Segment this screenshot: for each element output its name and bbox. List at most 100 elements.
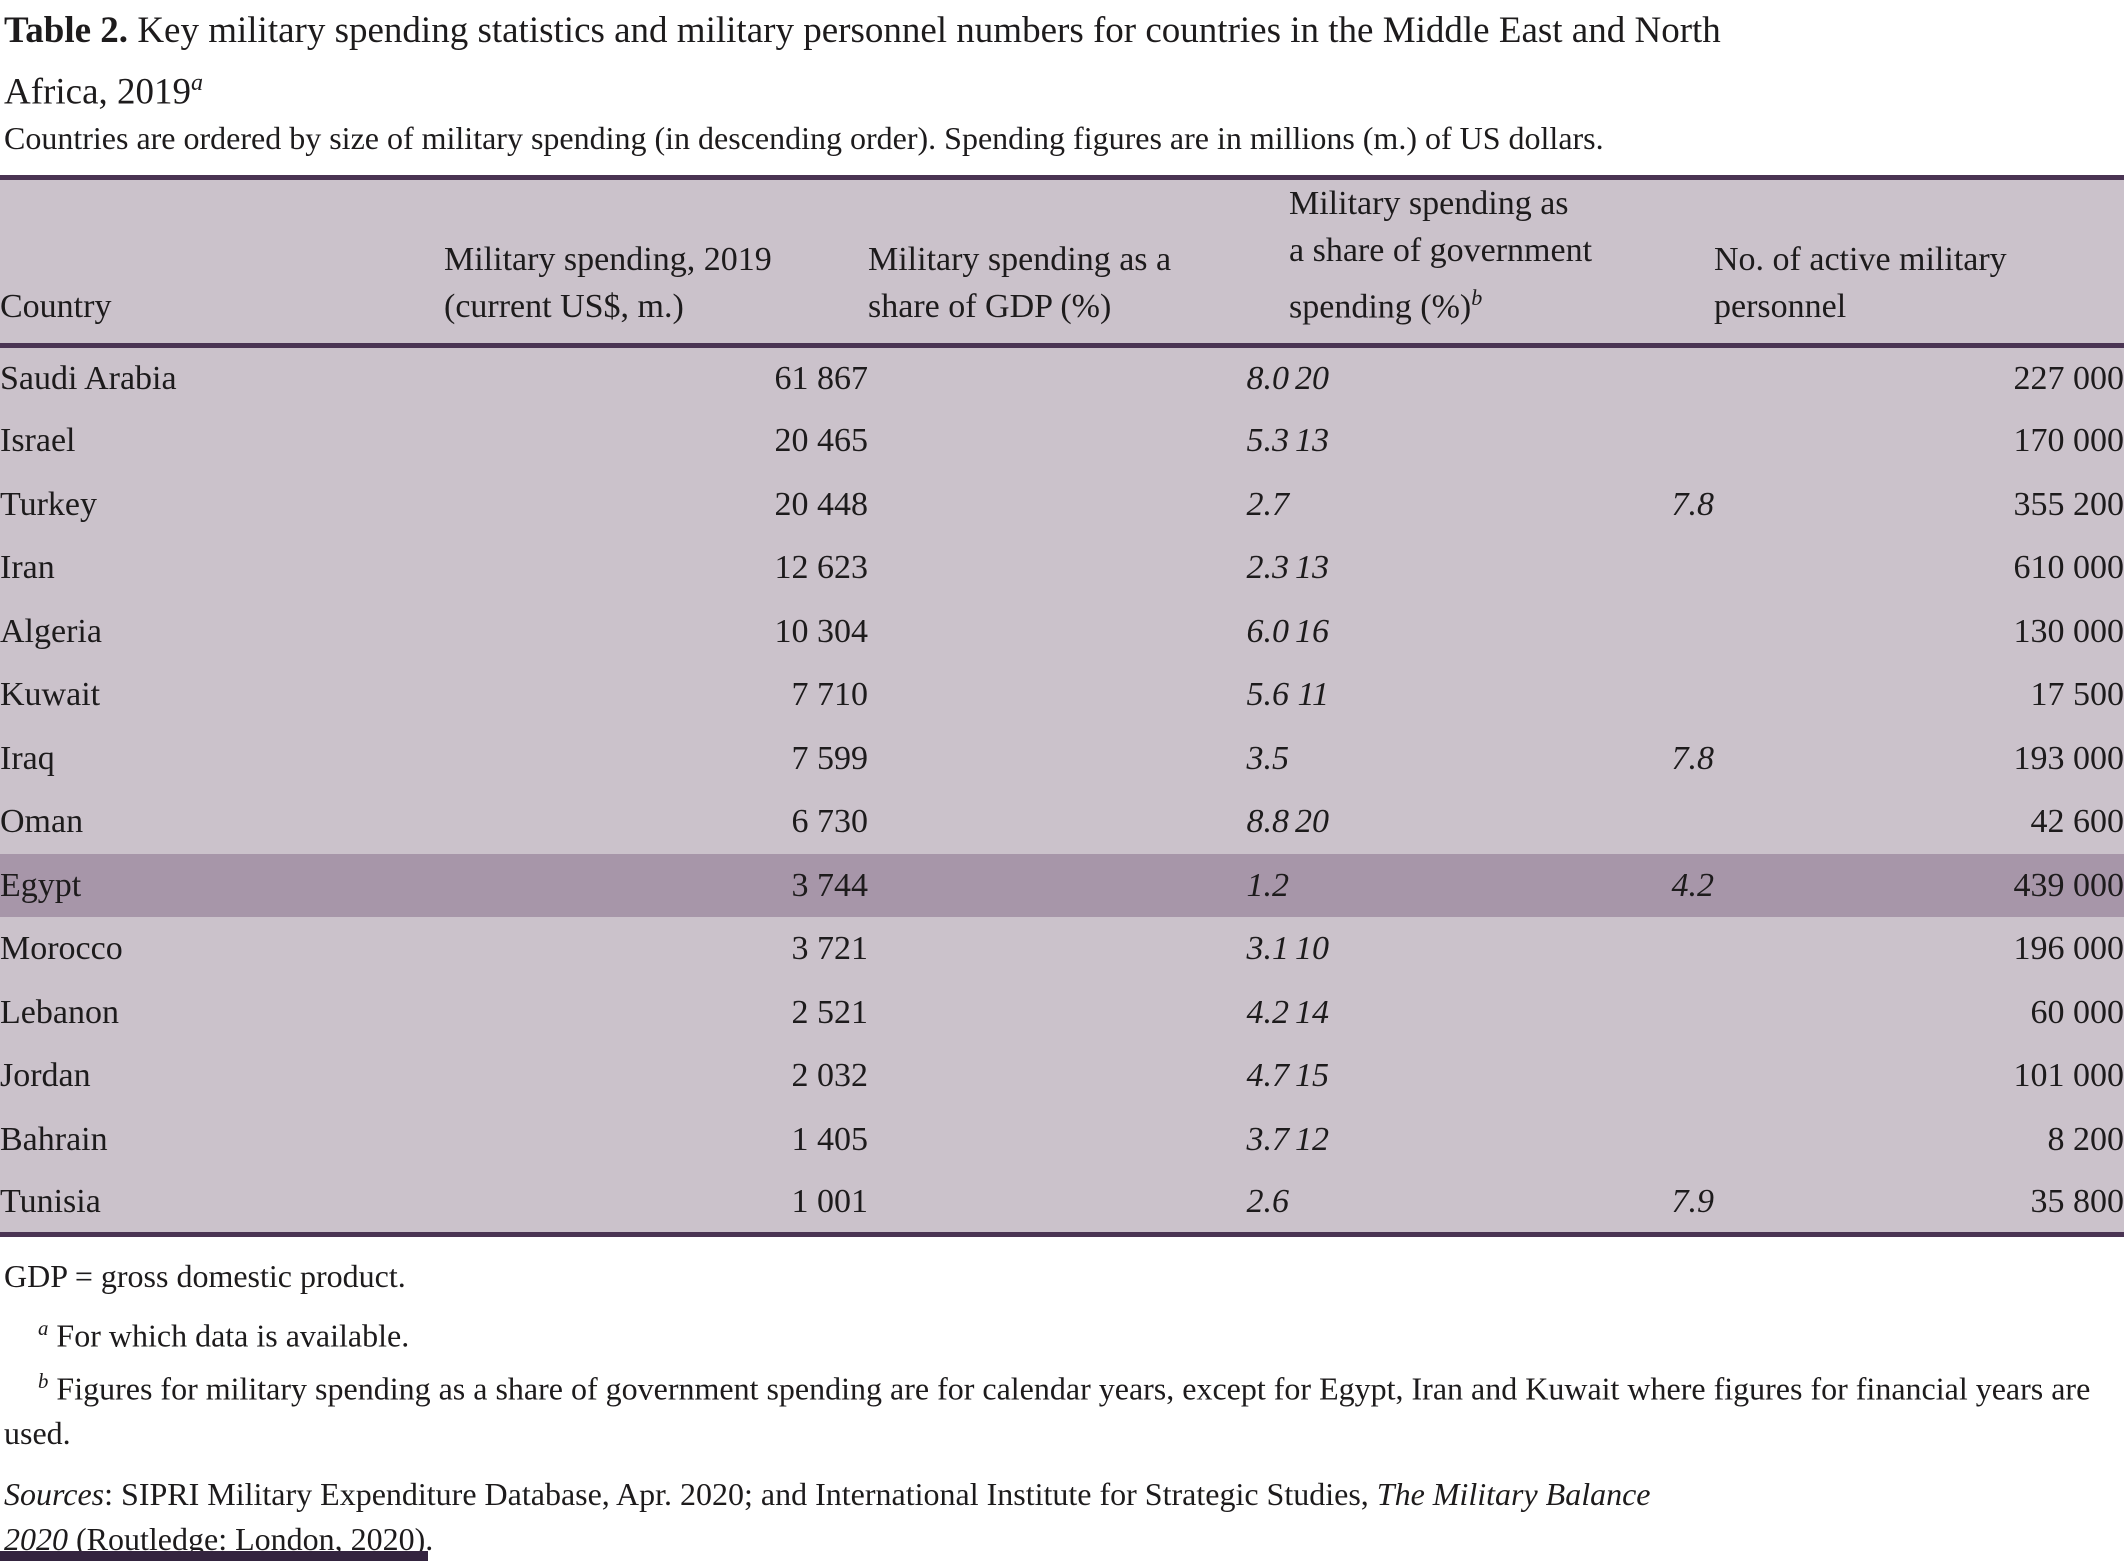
cell-spending: 20 448	[774, 485, 869, 523]
cell-country: Egypt	[0, 866, 82, 904]
column-header-line: Military spending as a	[868, 241, 1172, 279]
column-header-gov-share: Military spending as a share of governmen…	[1289, 178, 1714, 346]
cell-spending: 10 304	[774, 612, 869, 650]
title-line2: Africa, 2019	[4, 71, 191, 113]
column-header-gdp-share: Military spending as a share of GDP (%)	[868, 178, 1289, 346]
cell-personnel: 170 000	[2013, 422, 2124, 460]
footnote-b-marker: b	[38, 1369, 49, 1393]
cell-gdp-share: 1.2	[1246, 866, 1290, 904]
cell-gov-share: 7.8	[1671, 739, 1715, 777]
table-row: Algeria 10 304 6.0 16 130 000	[0, 600, 2124, 664]
sources-note: Sources: SIPRI Military Expenditure Data…	[4, 1472, 2120, 1562]
cell-country: Algeria	[0, 612, 102, 650]
cell-country: Iran	[0, 549, 55, 587]
gdp-definition: GDP = gross domestic product.	[4, 1258, 406, 1294]
cell-country: Oman	[0, 803, 84, 841]
cell-gdp-share: 3.5	[1246, 739, 1290, 777]
footnote-a-text: For which data is available.	[48, 1317, 410, 1354]
cell-spending: 1 405	[791, 1120, 869, 1158]
cell-personnel: 196 000	[2013, 930, 2124, 968]
cell-spending: 61 867	[774, 359, 869, 397]
cell-personnel: 42 600	[2030, 803, 2124, 841]
column-header-spending: Military spending, 2019 (current US$, m.)	[444, 178, 868, 346]
cell-gov-share: 16	[1295, 612, 1329, 650]
cell-personnel: 610 000	[2013, 549, 2124, 587]
table-row: Turkey 20 448 2.7 7.8 355 200	[0, 473, 2124, 537]
table-row: Jordan 2 032 4.7 15 101 000	[0, 1044, 2124, 1108]
cell-personnel: 101 000	[2013, 1057, 2124, 1095]
table-row: Oman 6 730 8.8 20 42 600	[0, 790, 2124, 854]
cell-spending: 2 032	[791, 1057, 869, 1095]
cell-personnel: 130 000	[2013, 612, 2124, 650]
cell-gdp-share: 2.7	[1246, 485, 1290, 523]
table-body: Saudi Arabia 61 867 8.0 20 227 000 Israel 20 4…	[0, 346, 2124, 1235]
table-notes: GDP = gross domestic product. a For whic…	[4, 1254, 2120, 1562]
cell-country: Tunisia	[0, 1182, 101, 1220]
cell-gdp-share: 2.3	[1246, 549, 1290, 587]
table-header: Country Military spending, 2019 (current U…	[0, 178, 2124, 346]
cell-gov-share: 11	[1297, 676, 1329, 714]
column-header-line: spending (%)b	[1289, 285, 1483, 326]
cell-country: Bahrain	[0, 1120, 108, 1158]
cell-personnel: 60 000	[2030, 993, 2124, 1031]
cell-spending: 7 710	[791, 676, 869, 714]
table-row: Israel 20 465 5.3 13 170 000	[0, 409, 2124, 473]
cell-personnel: 227 000	[2013, 359, 2124, 397]
cell-gdp-share: 4.2	[1246, 993, 1290, 1031]
table-row-highlighted: Egypt 3 744 1.2 4.2 439 000	[0, 853, 2124, 918]
cell-gov-share: 13	[1295, 549, 1329, 587]
column-header-line: a share of government	[1289, 232, 1593, 269]
table-subtitle: Countries are ordered by size of militar…	[4, 120, 1604, 156]
sources-label: Sources	[4, 1476, 105, 1513]
column-header-line: Military spending as	[1289, 185, 1569, 222]
cell-gov-share: 12	[1295, 1120, 1329, 1158]
cell-spending: 3 721	[791, 930, 869, 968]
footnote-b: b Figures for military spending as a sha…	[4, 1359, 2120, 1457]
cell-gdp-share: 6.0	[1246, 612, 1290, 650]
cell-personnel: 439 000	[2013, 866, 2124, 904]
table-row: Saudi Arabia 61 867 8.0 20 227 000	[0, 346, 2124, 410]
cell-gov-share: 20	[1295, 803, 1329, 841]
table-number: Table 2.	[4, 10, 129, 51]
cell-personnel: 17 500	[2030, 676, 2124, 714]
cell-gov-share: 13	[1295, 422, 1329, 460]
table-row: Tunisia 1 001 2.6 7.9 35 800	[0, 1171, 2124, 1235]
cell-gdp-share: 5.6	[1246, 676, 1290, 714]
spending-table: Country Military spending, 2019 (current U…	[0, 175, 2124, 1238]
footnote-a: a For which data is available.	[4, 1306, 2120, 1359]
cell-gov-share: 20	[1295, 359, 1329, 397]
title-footnote-marker-a: a	[191, 70, 204, 96]
cell-gov-share: 10	[1295, 930, 1329, 968]
column-header-line: Military spending, 2019	[444, 241, 772, 279]
column-header-line: Country	[0, 288, 112, 326]
cell-spending: 12 623	[774, 549, 869, 587]
column-header-line: (current US$, m.)	[444, 288, 684, 326]
footnote-b-text: Figures for military spending as a share…	[4, 1370, 2091, 1452]
sources-text: : SIPRI Military Expenditure Database, A…	[104, 1476, 1377, 1513]
column-header-country: Country	[0, 178, 444, 346]
cell-personnel: 355 200	[2013, 485, 2124, 523]
column-header-line: personnel	[1714, 288, 1847, 326]
table-title: Table 2. Key military spending statistic…	[4, 4, 2122, 118]
cell-spending: 6 730	[791, 803, 869, 841]
cell-country: Saudi Arabia	[0, 359, 177, 397]
cell-country: Israel	[0, 422, 76, 460]
cell-spending: 7 599	[791, 739, 869, 777]
column-header-personnel: No. of active military personnel	[1714, 178, 2124, 346]
header-footnote-marker-b: b	[1471, 285, 1483, 310]
column-header-line: No. of active military	[1714, 241, 2007, 279]
cell-gov-share: 7.8	[1671, 485, 1715, 523]
footnote-a-marker: a	[38, 1317, 49, 1340]
cell-personnel: 193 000	[2013, 739, 2124, 777]
table-header-row: Country Military spending, 2019 (current U…	[0, 178, 2124, 346]
table-row: Iran 12 623 2.3 13 610 000	[0, 536, 2124, 600]
cell-personnel: 8 200	[2047, 1120, 2124, 1158]
cell-country: Iraq	[0, 739, 55, 777]
cell-country: Morocco	[0, 930, 123, 968]
cell-gdp-share: 8.8	[1246, 803, 1290, 841]
cell-gov-share: 15	[1295, 1057, 1329, 1095]
table-row: Morocco 3 721 3.1 10 196 000	[0, 917, 2124, 981]
table-row: Iraq 7 599 3.5 7.8 193 000	[0, 727, 2124, 791]
cell-spending: 1 001	[791, 1182, 869, 1220]
cell-gdp-share: 4.7	[1246, 1057, 1290, 1095]
